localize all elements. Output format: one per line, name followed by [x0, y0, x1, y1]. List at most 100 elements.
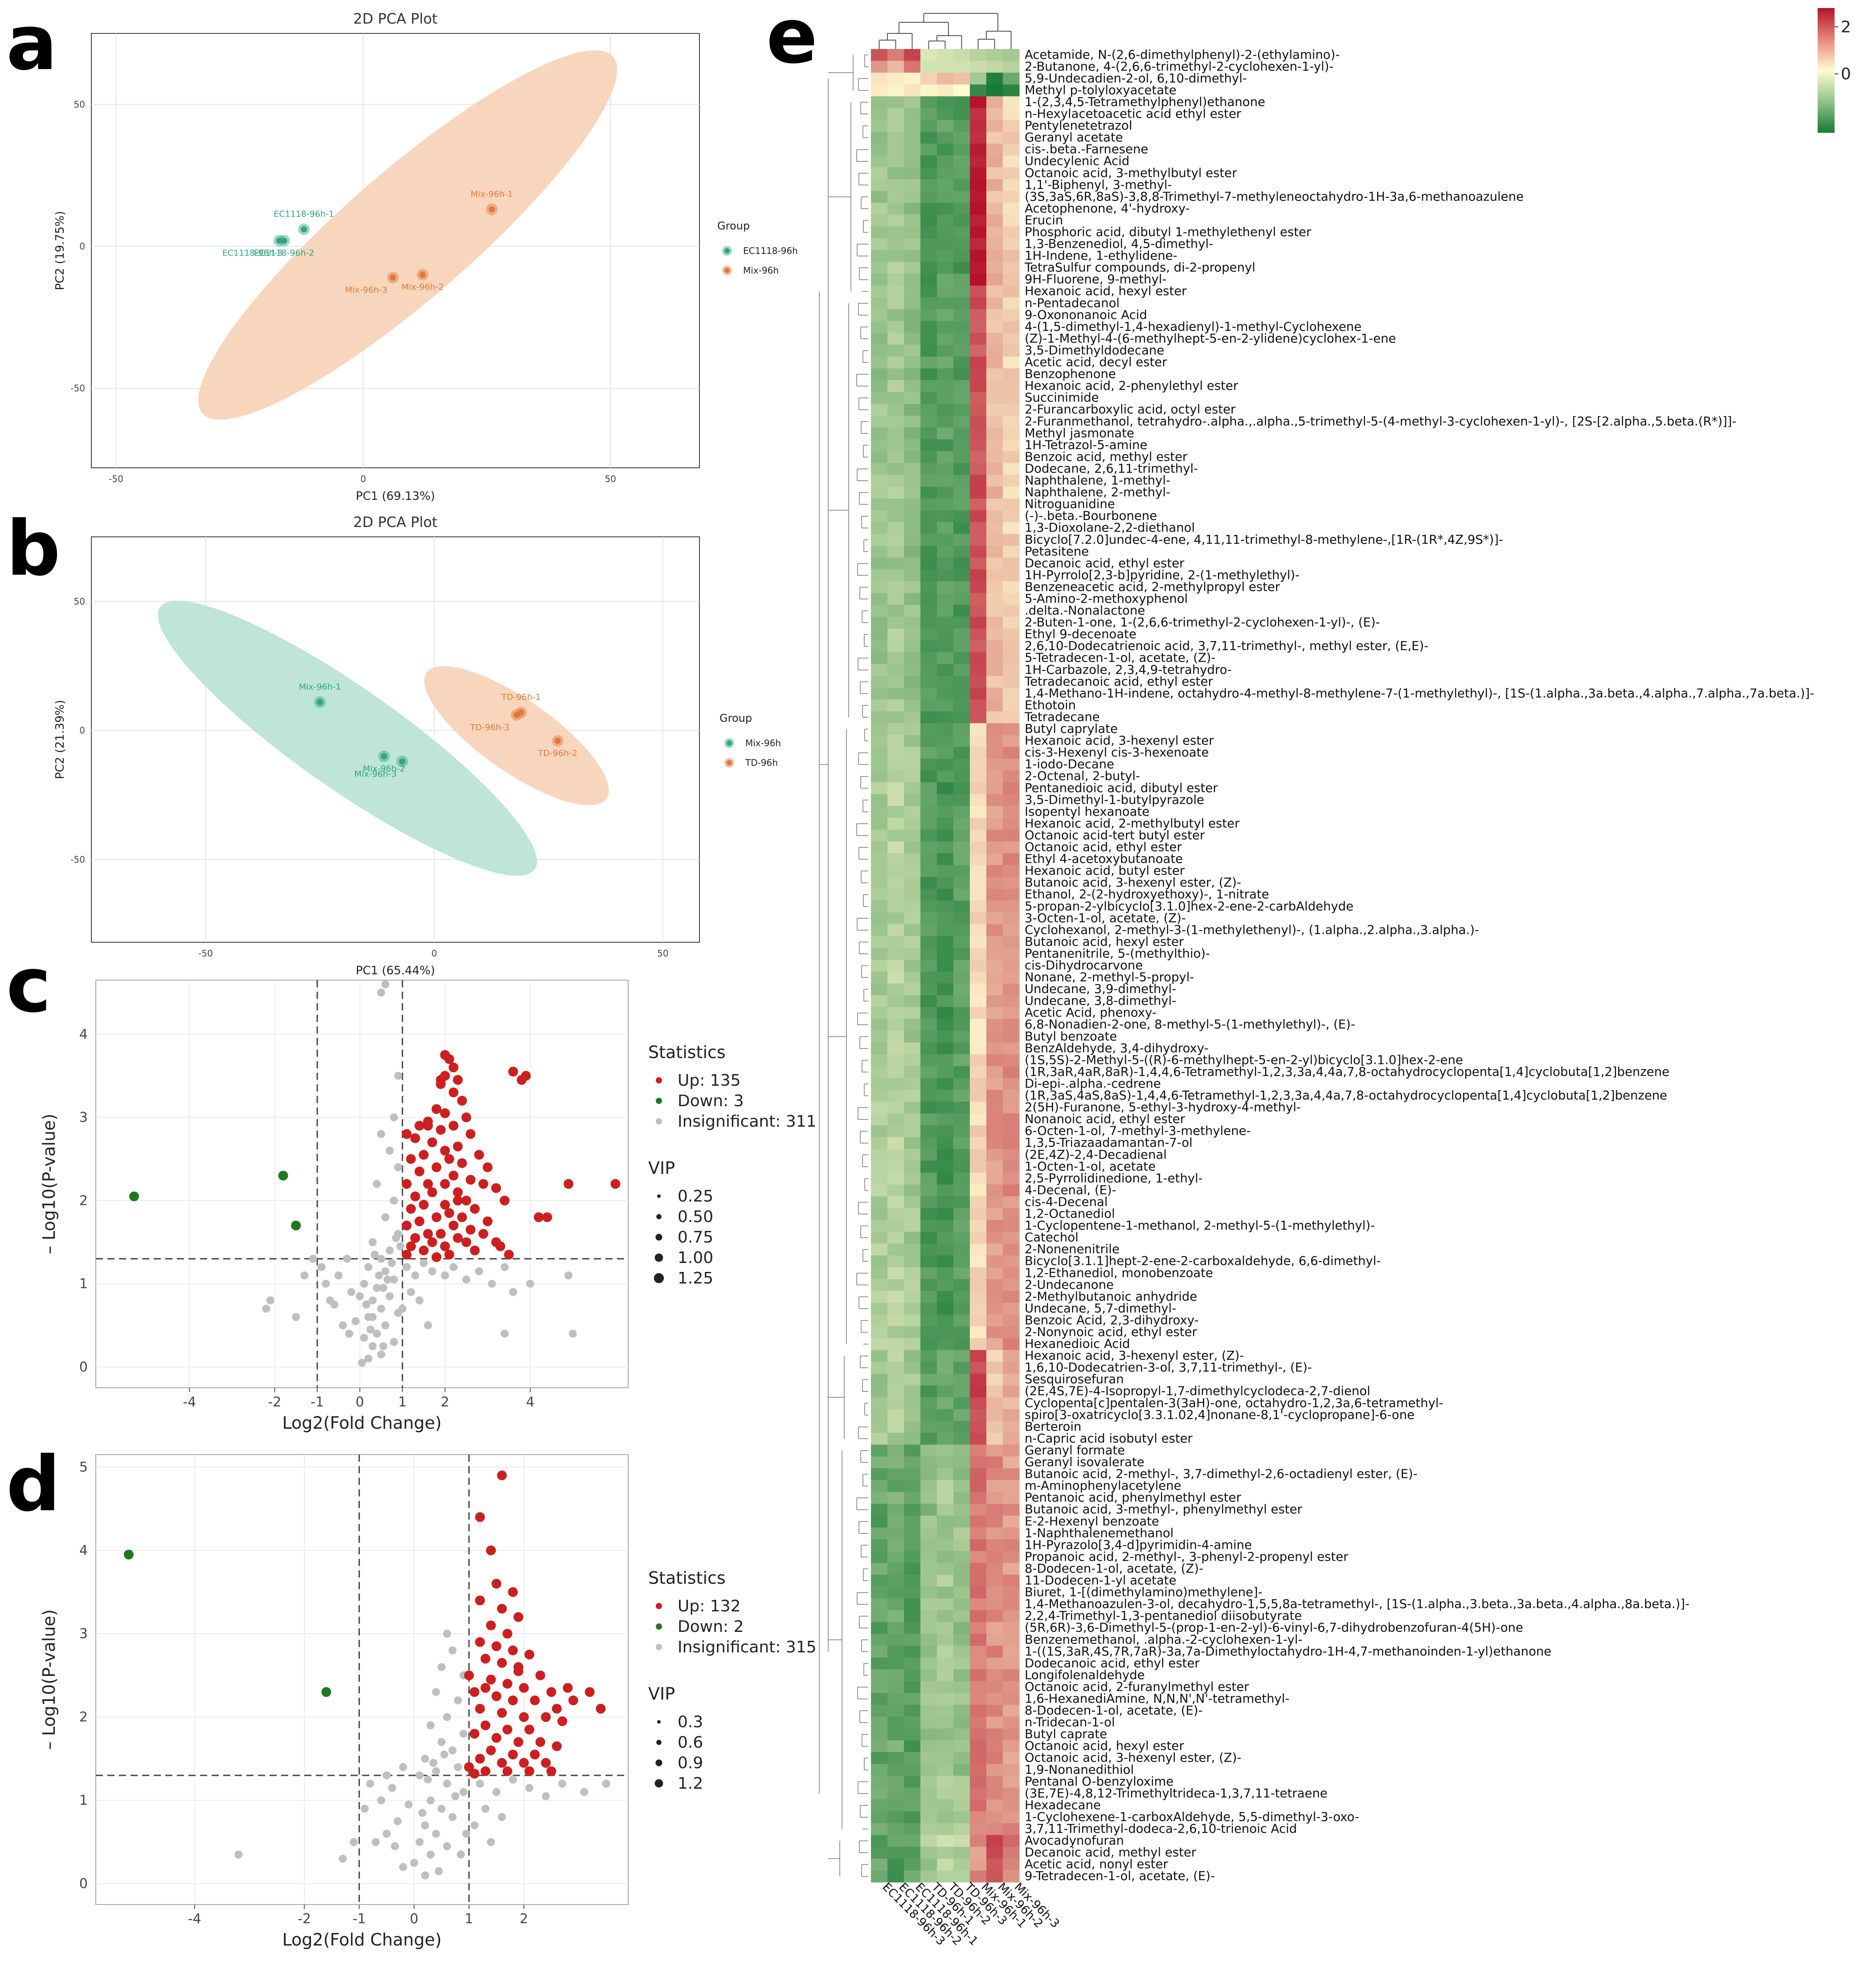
heatmap-cell [871, 593, 888, 605]
heatmap-cell [953, 1303, 970, 1315]
heatmap-cell [920, 1516, 937, 1528]
heatmap-cell [953, 1444, 970, 1457]
heatmap-cell [1003, 1326, 1020, 1339]
heatmap-cell [1003, 1042, 1020, 1055]
heatmap-cell [970, 723, 987, 736]
heatmap-cell [871, 557, 888, 570]
heatmap-cell [920, 1054, 937, 1067]
heatmap-row-label: Bicyclo[3.1.1]hept-2-ene-2-carboxaldehyd… [1025, 1254, 1381, 1268]
heatmap-row-label: 1H-Indene, 1-ethylidene- [1025, 249, 1177, 263]
heatmap-cell [986, 1196, 1003, 1209]
heatmap-cell [1003, 1137, 1020, 1149]
heatmap-cell [904, 1007, 921, 1019]
heatmap-cell [904, 699, 921, 712]
heatmap-row-label: Ethyl 9-decenoate [1025, 627, 1136, 642]
heatmap-cell [871, 1385, 888, 1398]
heatmap-cell [970, 250, 987, 262]
heatmap-cell [970, 1196, 987, 1209]
heatmap-cell [1003, 1090, 1020, 1102]
heatmap-cell [937, 392, 954, 404]
heatmap-cell [970, 463, 987, 475]
heatmap-cell [887, 1279, 904, 1292]
heatmap-cell [937, 1598, 954, 1610]
heatmap-cell [953, 380, 970, 392]
heatmap-cell [986, 569, 1003, 582]
heatmap-cell [953, 1858, 970, 1871]
up-point [427, 1187, 437, 1198]
x-tick-label: 1 [398, 1394, 407, 1410]
heatmap-cell [970, 356, 987, 369]
heatmap-cell [953, 1196, 970, 1209]
heatmap-row-label: Acetophenone, 4'-hydroxy- [1025, 201, 1190, 216]
heatmap-cell [887, 699, 904, 712]
heatmap-cell [871, 463, 888, 475]
heatmap-cell [871, 143, 888, 156]
heatmap-cell [904, 557, 921, 570]
heatmap-cell [887, 1433, 904, 1445]
heatmap-cell [986, 1539, 1003, 1552]
heatmap-cell [871, 1243, 888, 1256]
heatmap-cell [937, 1681, 954, 1693]
heatmap-cell [970, 1539, 987, 1552]
heatmap-cell [887, 179, 904, 192]
up-point [406, 1154, 416, 1164]
heatmap-row-label: Hexanedioic Acid [1025, 1337, 1130, 1351]
heatmap-cell [986, 652, 1003, 665]
heatmap-cell [986, 1504, 1003, 1516]
insignificant-point [509, 1288, 517, 1296]
insignificant-point [347, 1288, 356, 1296]
heatmap-cell [904, 392, 921, 404]
heatmap-cell [1003, 297, 1020, 310]
heatmap-cell [953, 474, 970, 487]
heatmap-cell [887, 1516, 904, 1528]
heatmap-cell [887, 1492, 904, 1504]
heatmap-cell [953, 1728, 970, 1741]
heatmap-cell [970, 1397, 987, 1410]
heatmap-cell [970, 900, 987, 913]
heatmap-cell [937, 1231, 954, 1244]
heatmap-cell [1003, 1078, 1020, 1090]
insignificant-point [390, 1113, 398, 1122]
x-tick-label: -2 [268, 1394, 282, 1410]
heatmap-cell [1003, 888, 1020, 901]
heatmap-cell [970, 1480, 987, 1492]
heatmap-cell [937, 747, 954, 759]
heatmap-cell [970, 179, 987, 192]
heatmap-cell [986, 1255, 1003, 1267]
heatmap-cell [1003, 463, 1020, 475]
heatmap-cell [920, 1504, 937, 1516]
heatmap-cell [920, 865, 937, 877]
heatmap-cell [937, 297, 954, 310]
heatmap-cell [986, 1326, 1003, 1339]
heatmap-cell [871, 1078, 888, 1090]
heatmap-cell [904, 1113, 921, 1126]
up-point [464, 1762, 474, 1772]
heatmap-cell [920, 1231, 937, 1244]
heatmap-cell [920, 1042, 937, 1055]
heatmap-row-label: Tetradecane [1024, 710, 1100, 724]
heatmap-cell [887, 924, 904, 936]
legend-label: Mix-96h [745, 738, 781, 748]
legend-key [656, 1603, 662, 1609]
heatmap-cell [937, 605, 954, 617]
heatmap-cell [1003, 1847, 1020, 1859]
heatmap-cell [1003, 1267, 1020, 1279]
heatmap-cell [920, 510, 937, 523]
heatmap-row-label: Butyl caprylate [1025, 722, 1118, 736]
heatmap-cell [1003, 758, 1020, 771]
heatmap-cell [970, 936, 987, 948]
heatmap-cell [937, 1563, 954, 1575]
heatmap-e: Acetamide, N-(2,6-dimethylphenyl)-2-(eth… [819, 8, 1851, 1948]
heatmap-row-label: Sesquirosefuran [1025, 1372, 1124, 1386]
insignificant-point [454, 1763, 462, 1771]
heatmap-cell [986, 108, 1003, 120]
heatmap-cell [920, 912, 937, 925]
heatmap-cell [887, 735, 904, 747]
heatmap-cell [937, 912, 954, 925]
heatmap-cell [887, 936, 904, 948]
heatmap-cell [970, 439, 987, 452]
heatmap-cell [953, 1717, 970, 1729]
up-point [475, 1704, 485, 1714]
heatmap-cell [1003, 1870, 1020, 1883]
insignificant-point [350, 1838, 358, 1846]
